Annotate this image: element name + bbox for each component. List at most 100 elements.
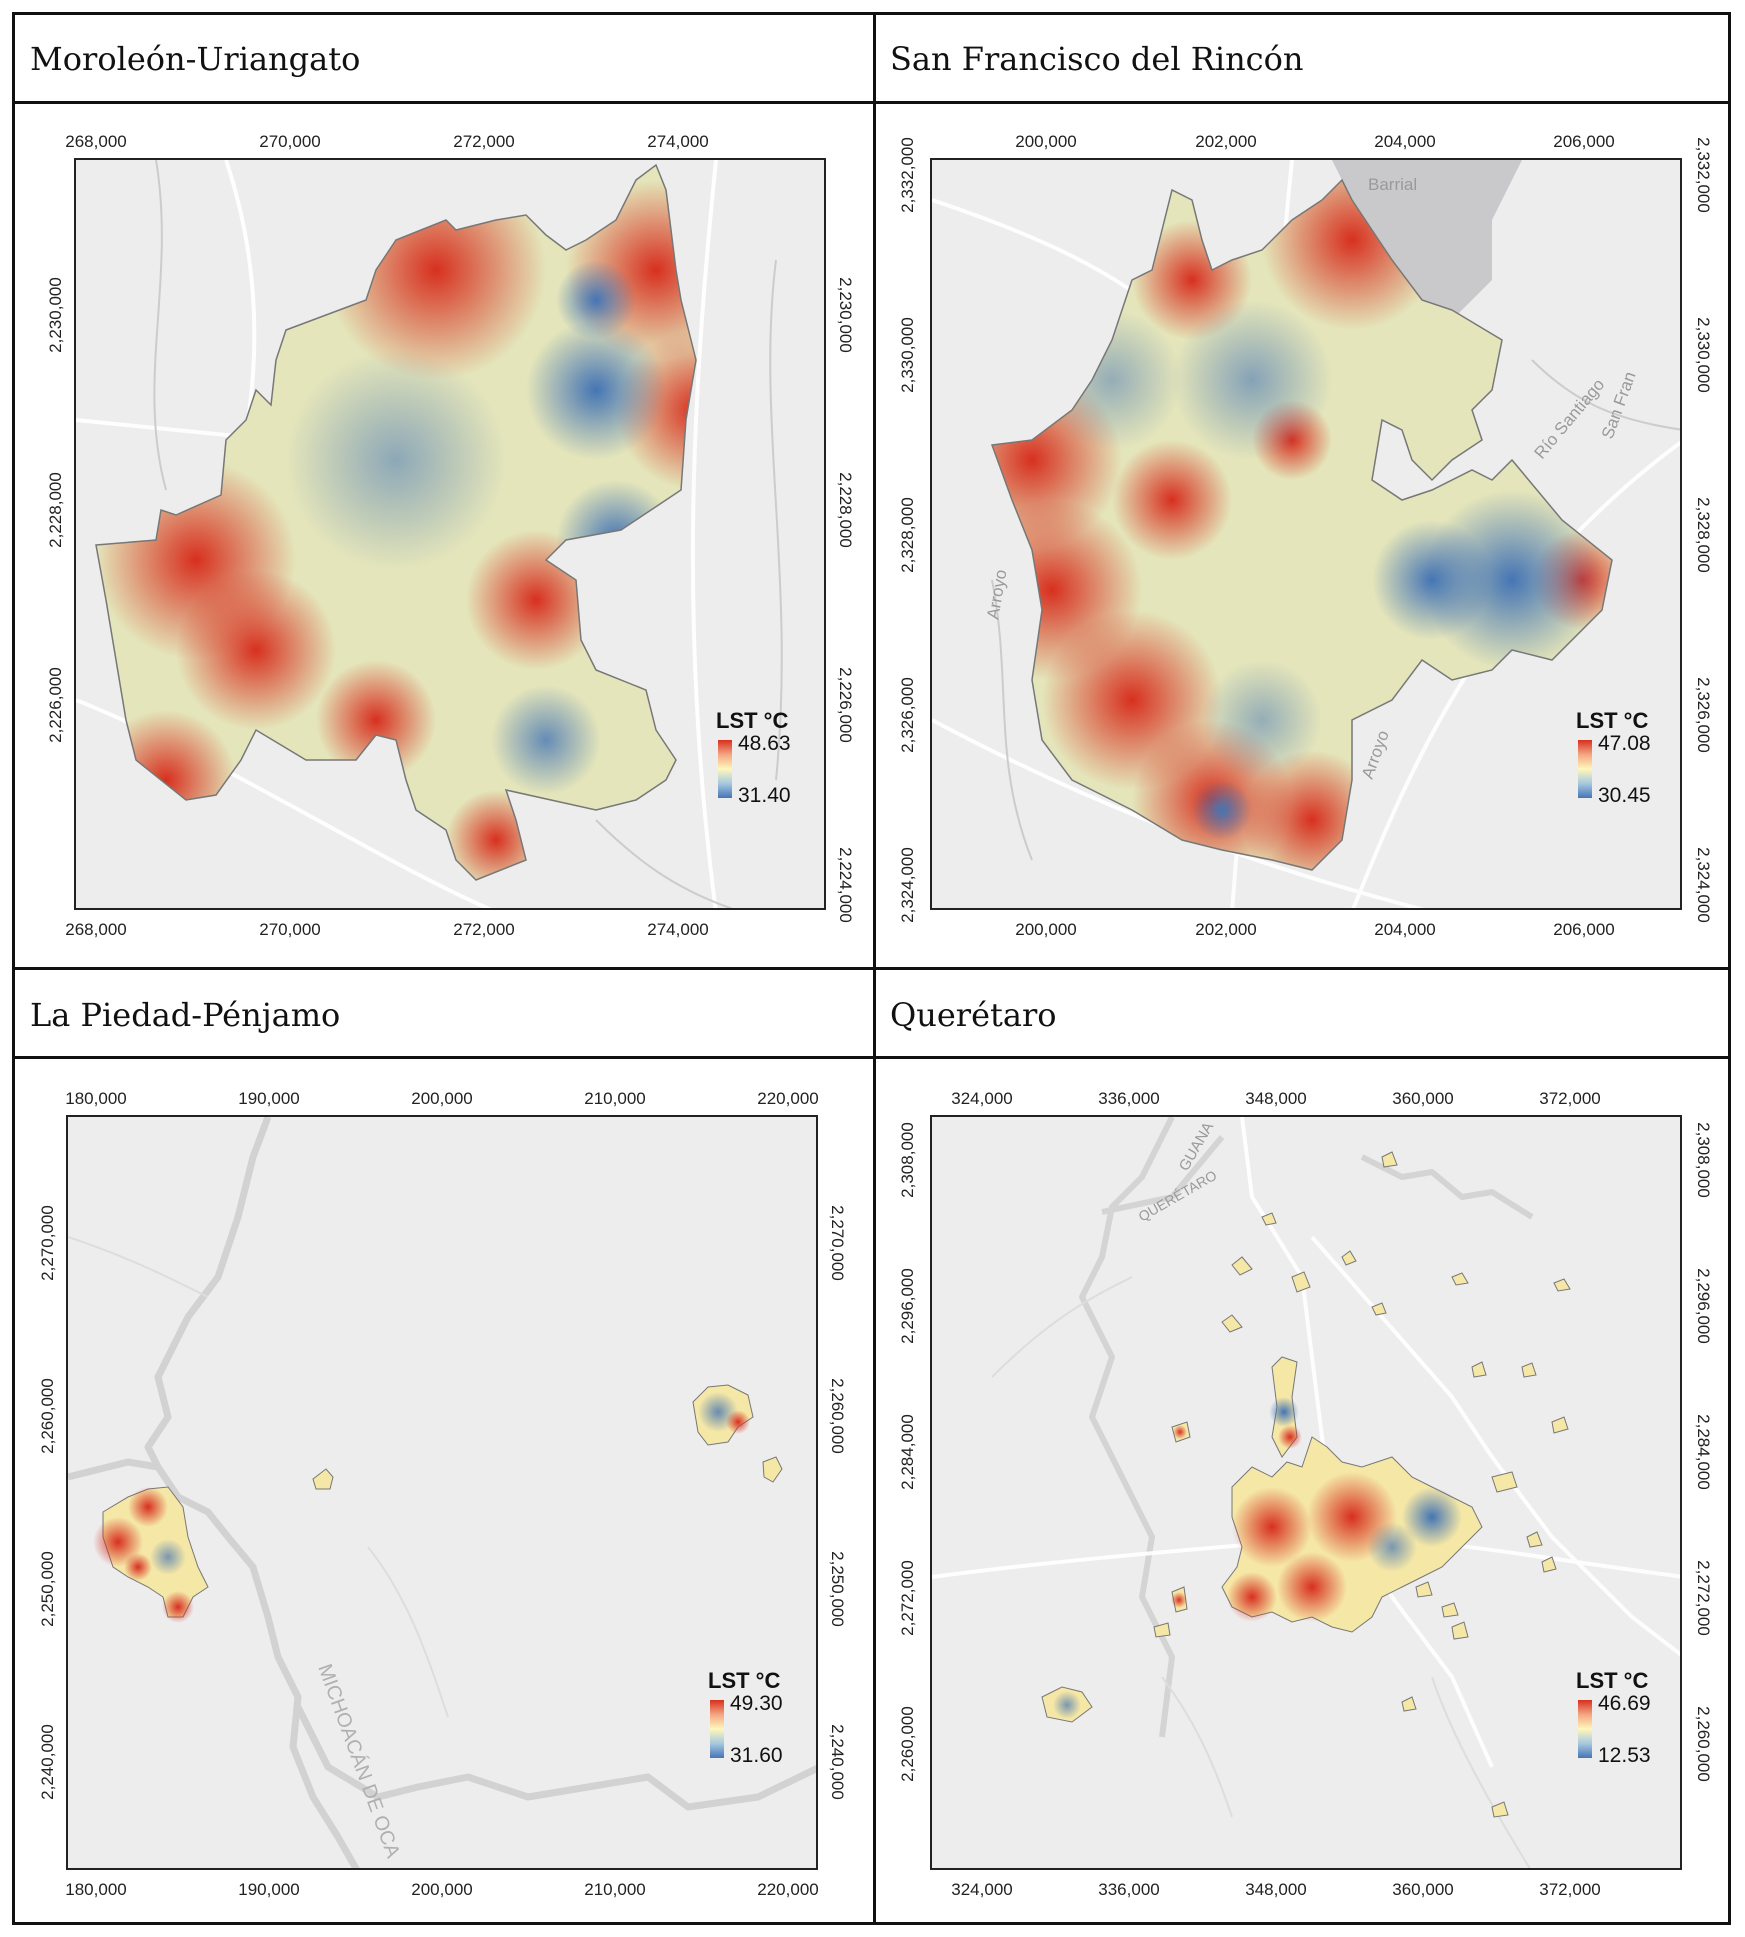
x-tick-top: 206,000 bbox=[1553, 132, 1615, 151]
map-la-piedad: MICHOACÁN DE OCA LST °C 49.30 31.60 bbox=[66, 1115, 818, 1870]
map-moroleon: LST °C 48.63 31.40 bbox=[74, 158, 826, 910]
y-tick-right: 2,260,000 bbox=[1694, 1706, 1713, 1782]
panel-title-la-piedad: La Piedad-Pénjamo bbox=[30, 996, 341, 1034]
x-tick-top: 210,000 bbox=[584, 1089, 646, 1108]
y-tick-left: 2,284,000 bbox=[898, 1414, 917, 1490]
x-tick-bottom: 360,000 bbox=[1392, 1880, 1454, 1899]
y-tick-left: 2,296,000 bbox=[898, 1268, 917, 1344]
y-tick-right: 2,272,000 bbox=[1694, 1560, 1713, 1636]
place-label-queretaro: QUERÉTARO bbox=[1136, 1167, 1220, 1225]
basemap-moroleon bbox=[76, 160, 783, 908]
legend-colorbar bbox=[1578, 1700, 1592, 1758]
legend-queretaro: LST °C 46.69 12.53 bbox=[1576, 1668, 1680, 1778]
y-tick-left: 2,308,000 bbox=[898, 1122, 917, 1198]
x-tick-bottom: 272,000 bbox=[453, 920, 515, 939]
panel-title-san-francisco: San Francisco del Rincón bbox=[890, 40, 1304, 78]
legend-title: LST °C bbox=[1576, 1668, 1649, 1693]
x-tick-top: 372,000 bbox=[1539, 1089, 1601, 1108]
y-tick-left: 2,326,000 bbox=[898, 677, 917, 753]
place-label-arroyo-west: Arroyo bbox=[983, 568, 1010, 621]
legend-title: LST °C bbox=[708, 1668, 781, 1693]
legend-min: 30.45 bbox=[1598, 784, 1651, 807]
legend-max: 48.63 bbox=[738, 732, 791, 755]
x-tick-top: 202,000 bbox=[1195, 132, 1257, 151]
x-tick-bottom: 220,000 bbox=[757, 1880, 819, 1899]
x-tick-bottom: 274,000 bbox=[647, 920, 709, 939]
legend-colorbar bbox=[718, 740, 732, 798]
y-tick-right: 2,228,000 bbox=[836, 472, 855, 548]
y-tick-left: 2,270,000 bbox=[38, 1205, 57, 1281]
y-tick-right: 2,328,000 bbox=[1694, 497, 1713, 573]
y-tick-right: 2,332,000 bbox=[1694, 137, 1713, 213]
basemap-san-francisco: Barrial Arroyo Río Santiago San Fran Arr… bbox=[932, 160, 1680, 908]
panel-divider-title-bottom bbox=[12, 1056, 1731, 1059]
panel-title-queretaro: Querétaro bbox=[890, 996, 1057, 1034]
x-tick-top: 272,000 bbox=[453, 132, 515, 151]
place-label-barrial: Barrial bbox=[1368, 175, 1417, 194]
x-tick-top: 200,000 bbox=[411, 1089, 473, 1108]
x-tick-bottom: 348,000 bbox=[1245, 1880, 1307, 1899]
x-tick-bottom: 268,000 bbox=[65, 920, 127, 939]
panel-divider-title-top bbox=[12, 101, 1731, 104]
y-tick-right: 2,330,000 bbox=[1694, 317, 1713, 393]
y-tick-left: 2,260,000 bbox=[898, 1706, 917, 1782]
y-tick-right: 2,250,000 bbox=[828, 1551, 847, 1627]
x-tick-top: 220,000 bbox=[757, 1089, 819, 1108]
x-tick-top: 268,000 bbox=[65, 132, 127, 151]
y-tick-right: 2,224,000 bbox=[836, 847, 855, 923]
y-tick-left: 2,226,000 bbox=[46, 667, 65, 743]
x-tick-top: 200,000 bbox=[1015, 132, 1077, 151]
legend-title: LST °C bbox=[716, 708, 789, 733]
legend-la-piedad: LST °C 49.30 31.60 bbox=[708, 1668, 816, 1778]
x-tick-top: 270,000 bbox=[259, 132, 321, 151]
legend-max: 47.08 bbox=[1598, 732, 1651, 755]
x-tick-top: 180,000 bbox=[65, 1089, 127, 1108]
y-tick-left: 2,332,000 bbox=[898, 137, 917, 213]
legend-title: LST °C bbox=[1576, 708, 1649, 733]
x-tick-bottom: 372,000 bbox=[1539, 1880, 1601, 1899]
x-tick-bottom: 324,000 bbox=[951, 1880, 1013, 1899]
y-tick-right: 2,240,000 bbox=[828, 1724, 847, 1800]
x-tick-top: 190,000 bbox=[238, 1089, 300, 1108]
legend-max: 49.30 bbox=[730, 1692, 783, 1715]
map-san-francisco: Barrial Arroyo Río Santiago San Fran Arr… bbox=[930, 158, 1682, 910]
y-tick-left: 2,328,000 bbox=[898, 497, 917, 573]
x-tick-top: 274,000 bbox=[647, 132, 709, 151]
y-tick-right: 2,284,000 bbox=[1694, 1414, 1713, 1490]
legend-min: 31.60 bbox=[730, 1744, 783, 1767]
legend-max: 46.69 bbox=[1598, 1692, 1651, 1715]
y-tick-right: 2,270,000 bbox=[828, 1205, 847, 1281]
y-tick-left: 2,240,000 bbox=[38, 1724, 57, 1800]
panel-title-moroleon: Moroleón-Uriangato bbox=[30, 40, 361, 78]
legend-moroleon: LST °C 48.63 31.40 bbox=[716, 708, 824, 818]
y-tick-left: 2,228,000 bbox=[46, 472, 65, 548]
x-tick-bottom: 204,000 bbox=[1374, 920, 1436, 939]
y-tick-right: 2,230,000 bbox=[836, 277, 855, 353]
legend-san-francisco: LST °C 47.08 30.45 bbox=[1576, 708, 1680, 818]
y-tick-left: 2,272,000 bbox=[898, 1560, 917, 1636]
x-tick-top: 360,000 bbox=[1392, 1089, 1454, 1108]
y-tick-right: 2,308,000 bbox=[1694, 1122, 1713, 1198]
x-tick-bottom: 190,000 bbox=[238, 1880, 300, 1899]
legend-min: 31.40 bbox=[738, 784, 791, 807]
basemap-la-piedad: MICHOACÁN DE OCA bbox=[68, 1117, 816, 1868]
x-tick-bottom: 270,000 bbox=[259, 920, 321, 939]
x-tick-top: 204,000 bbox=[1374, 132, 1436, 151]
y-tick-right: 2,324,000 bbox=[1694, 847, 1713, 923]
y-tick-left: 2,324,000 bbox=[898, 847, 917, 923]
legend-colorbar bbox=[1578, 740, 1592, 798]
x-tick-bottom: 210,000 bbox=[584, 1880, 646, 1899]
x-tick-bottom: 336,000 bbox=[1098, 1880, 1160, 1899]
legend-min: 12.53 bbox=[1598, 1744, 1651, 1767]
y-tick-right: 2,260,000 bbox=[828, 1378, 847, 1454]
y-tick-right: 2,226,000 bbox=[836, 667, 855, 743]
y-tick-left: 2,250,000 bbox=[38, 1551, 57, 1627]
y-tick-right: 2,296,000 bbox=[1694, 1268, 1713, 1344]
place-label-arroyo-south: Arroyo bbox=[1358, 728, 1393, 782]
x-tick-bottom: 200,000 bbox=[1015, 920, 1077, 939]
place-label-rio-santiago: Río Santiago bbox=[1531, 375, 1609, 463]
y-tick-right: 2,326,000 bbox=[1694, 677, 1713, 753]
panel-divider-middle bbox=[12, 967, 1731, 970]
map-queretaro: GUANA QUERÉTARO bbox=[930, 1115, 1682, 1870]
place-label-san-fran: San Fran bbox=[1598, 369, 1640, 441]
